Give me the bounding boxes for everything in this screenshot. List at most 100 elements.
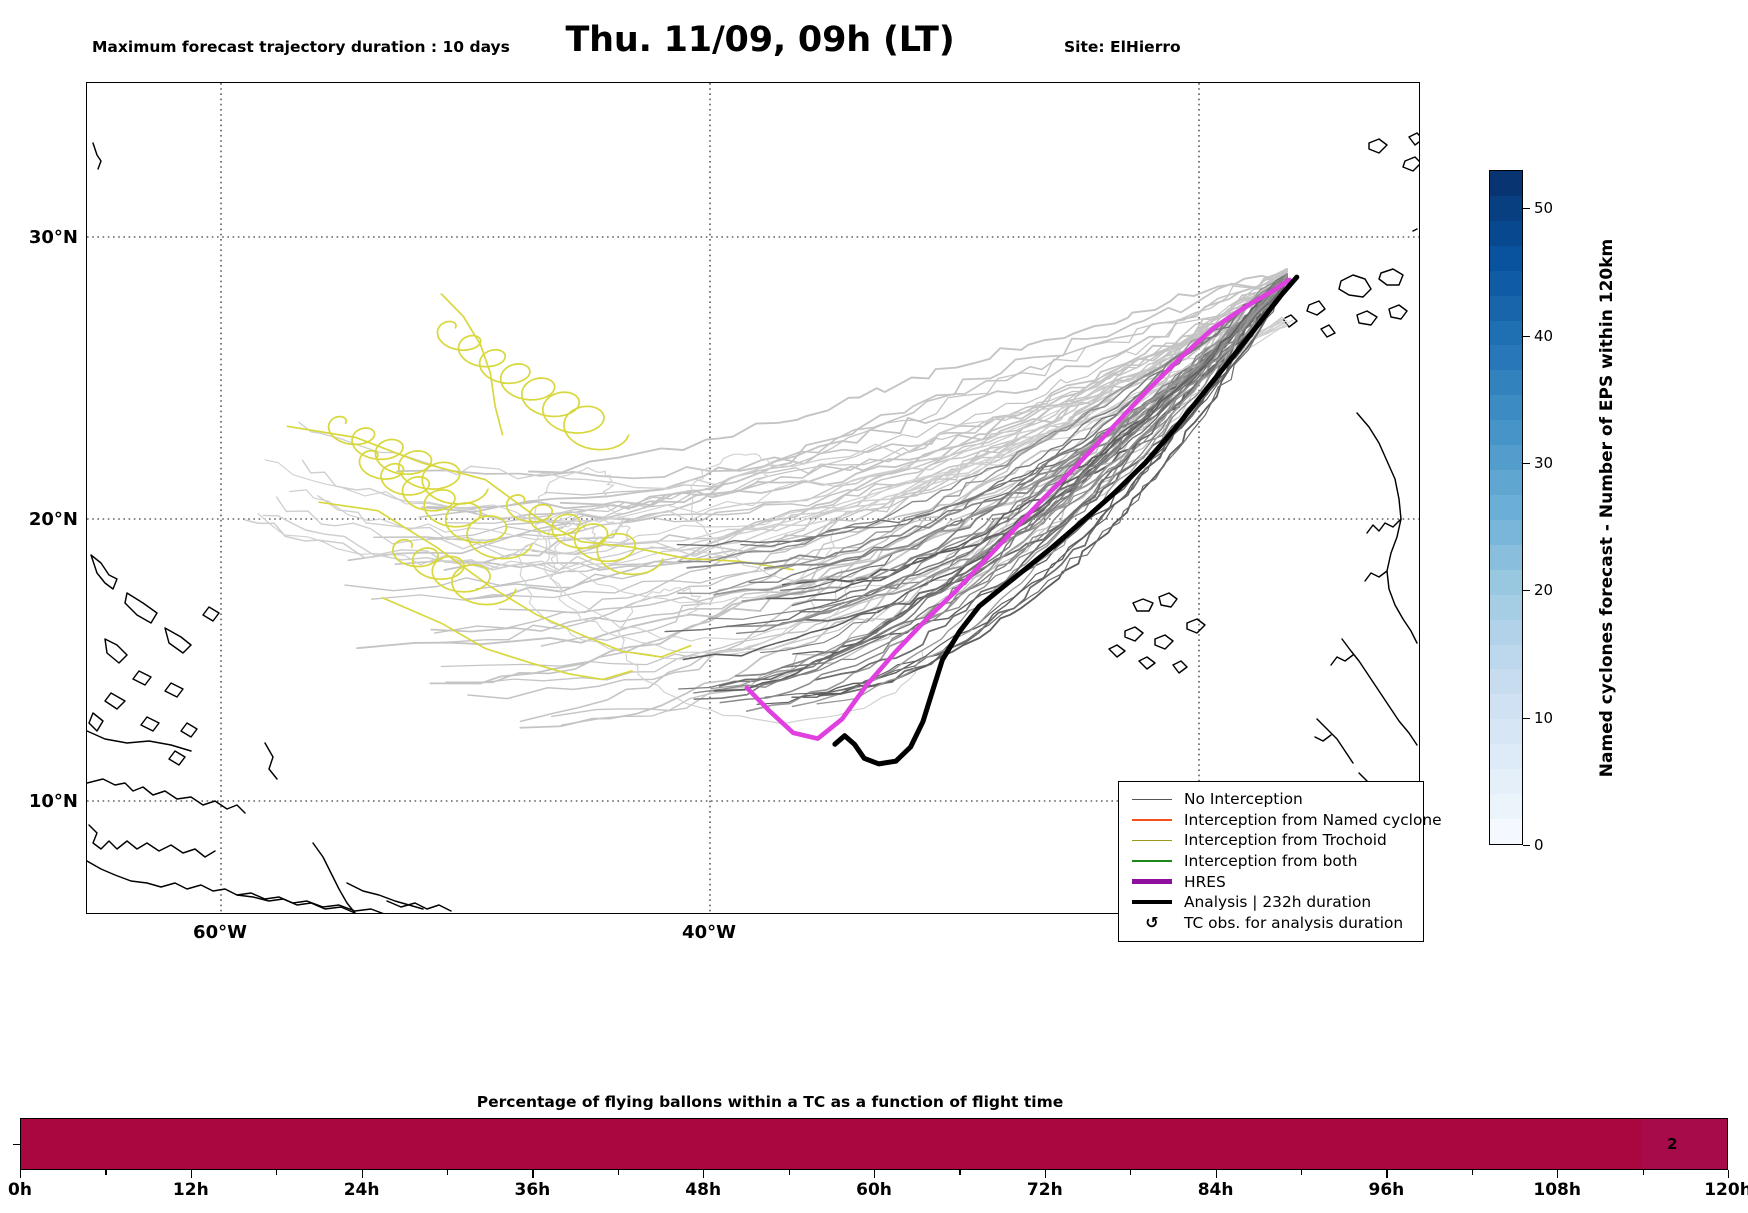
colorbar-segment — [1490, 719, 1522, 745]
percentage-bar-tick — [1557, 1170, 1559, 1178]
percentage-bar-tick — [532, 1170, 534, 1178]
percentage-bar-tick-label: 12h — [172, 1180, 209, 1200]
legend-swatch-named-cyclone — [1128, 819, 1176, 821]
colorbar-tick-label: 10 — [1534, 708, 1554, 727]
colorbar-tick — [1523, 462, 1530, 465]
percentage-bar-tick-label: 24h — [343, 1180, 380, 1200]
legend-label-analysis: Analysis | 232h duration — [1184, 893, 1372, 912]
legend-swatch-analysis — [1128, 900, 1176, 905]
colorbar-segment — [1490, 395, 1522, 421]
colorbar-segment — [1490, 519, 1522, 545]
hres-trajectory — [744, 277, 1292, 741]
colorbar-tick — [1523, 717, 1530, 719]
colorbar-segment — [1490, 420, 1522, 446]
colorbar-segment — [1490, 295, 1522, 321]
percentage-bar-minor-tick — [1301, 1170, 1303, 1175]
colorbar-tick — [1523, 845, 1530, 847]
colorbar-gradient — [1489, 170, 1523, 845]
legend-item-hres[interactable]: HRES — [1128, 871, 1414, 892]
percentage-bar-tick — [20, 1170, 22, 1178]
colorbar-segment — [1490, 345, 1522, 371]
legend-item-tc-obs[interactable]: ↺ TC obs. for analysis duration — [1128, 913, 1414, 934]
map-xtick-60W: 60°W — [193, 922, 247, 943]
colorbar-segment — [1490, 195, 1522, 221]
percentage-bar-tick — [361, 1170, 363, 1178]
percentage-bar-tick-label: 60h — [856, 1180, 892, 1200]
colorbar-widget: 0 10 20 30 40 50 — [1489, 170, 1553, 854]
ensemble-no-interception-trajectories — [244, 267, 1293, 729]
colorbar-title: Named cyclones forecast - Number of EPS … — [1597, 238, 1617, 777]
legend-item-both[interactable]: Interception from both — [1128, 851, 1414, 872]
colorbar-segment — [1490, 669, 1522, 695]
colorbar-segment — [1490, 220, 1522, 246]
percentage-bar-minor-tick — [1130, 1170, 1132, 1175]
map-ytick-20N: 20°N — [28, 509, 78, 530]
colorbar-segment — [1490, 494, 1522, 520]
percentage-bar-tick-label: 0h — [8, 1180, 32, 1200]
colorbar-tick-label: 30 — [1534, 453, 1554, 472]
percentage-bar-minor-tick — [447, 1170, 449, 1175]
map-xtick-40W: 40°W — [682, 922, 736, 943]
header-left-line-0: Maximum forecast trajectory duration : 1… — [92, 37, 510, 56]
map-gridlines — [87, 83, 1419, 913]
header-right-line-0: Site: ElHierro — [1064, 37, 1181, 56]
percentage-bar-minor-tick — [788, 1170, 790, 1175]
percentage-bar-tick — [703, 1170, 705, 1178]
legend-item-named-cyclone[interactable]: Interception from Named cyclone — [1128, 810, 1442, 831]
percentage-bar-left-tick — [13, 1144, 20, 1146]
percentage-bar-last-segment — [1641, 1119, 1727, 1169]
colorbar-tick-label: 50 — [1534, 199, 1554, 218]
percentage-bar-tick — [1215, 1170, 1217, 1178]
colorbar-segment — [1490, 769, 1522, 795]
percentage-bar-minor-tick — [959, 1170, 961, 1175]
percentage-bar-axis: 2 — [20, 1118, 1728, 1170]
colorbar-segment — [1490, 594, 1522, 620]
colorbar-tick — [1523, 335, 1530, 337]
legend-item-no-interception[interactable]: No Interception — [1128, 789, 1414, 810]
map-ytick-10N: 10°N — [28, 791, 78, 812]
percentage-bar-fill — [21, 1119, 1727, 1169]
legend-swatch-both — [1128, 860, 1176, 862]
colorbar-title-wrap: Named cyclones forecast - Number of EPS … — [1592, 170, 1622, 845]
percentage-bar-tick-label: 72h — [1026, 1180, 1063, 1200]
colorbar-segment — [1490, 245, 1522, 271]
percentage-bar-minor-tick — [1642, 1170, 1644, 1175]
percentage-bar-tick-label: 84h — [1197, 1180, 1234, 1200]
map-ytick-30N: 30°N — [28, 227, 78, 248]
legend-swatch-hres — [1128, 879, 1176, 884]
legend-label-both: Interception from both — [1184, 852, 1358, 871]
percentage-bar-tick-label: 36h — [514, 1180, 551, 1200]
percentage-bar-tick — [1386, 1170, 1388, 1178]
percentage-bar-tick-label: 120h — [1704, 1180, 1748, 1200]
colorbar-tick — [1523, 208, 1530, 210]
percentage-bar-title: Percentage of flying ballons within a TC… — [476, 1093, 1064, 1111]
colorbar-tick — [1523, 590, 1530, 592]
cyclone-icon: ↺ — [1145, 912, 1159, 932]
legend-item-analysis[interactable]: Analysis | 232h duration — [1128, 892, 1414, 913]
percentage-bar-tick-label: 96h — [1368, 1180, 1405, 1200]
colorbar-segment — [1490, 694, 1522, 720]
percentage-bar-tick-label: 48h — [685, 1180, 722, 1200]
percentage-bar-tick — [1728, 1170, 1730, 1178]
map-canvas — [87, 83, 1419, 913]
colorbar-segment — [1490, 171, 1522, 196]
colorbar-segment — [1490, 794, 1522, 819]
colorbar-segment — [1490, 270, 1522, 296]
percentage-bar-value-label: 2 — [1667, 1135, 1678, 1153]
legend-item-trochoid[interactable]: Interception from Trochoid — [1128, 830, 1414, 851]
colorbar-segment — [1490, 818, 1522, 844]
legend-swatch-trochoid — [1128, 839, 1176, 842]
map-legend: No Interception Interception from Named … — [1118, 781, 1442, 943]
analysis-trajectory — [832, 274, 1300, 767]
legend-label-trochoid: Interception from Trochoid — [1184, 831, 1387, 850]
legend-label-named-cyclone: Interception from Named cyclone — [1184, 810, 1442, 829]
percentage-bar-tick-label: 108h — [1533, 1180, 1581, 1200]
percentage-bar-minor-tick — [617, 1170, 620, 1175]
percentage-bar-minor-tick — [1471, 1170, 1474, 1175]
legend-swatch-no-interception — [1128, 798, 1176, 801]
map-plot-area — [86, 82, 1420, 914]
colorbar-segment — [1490, 644, 1522, 670]
percentage-bar-tick — [1044, 1170, 1047, 1178]
percentage-bar-tick — [874, 1170, 876, 1178]
colorbar-segment — [1490, 619, 1522, 645]
